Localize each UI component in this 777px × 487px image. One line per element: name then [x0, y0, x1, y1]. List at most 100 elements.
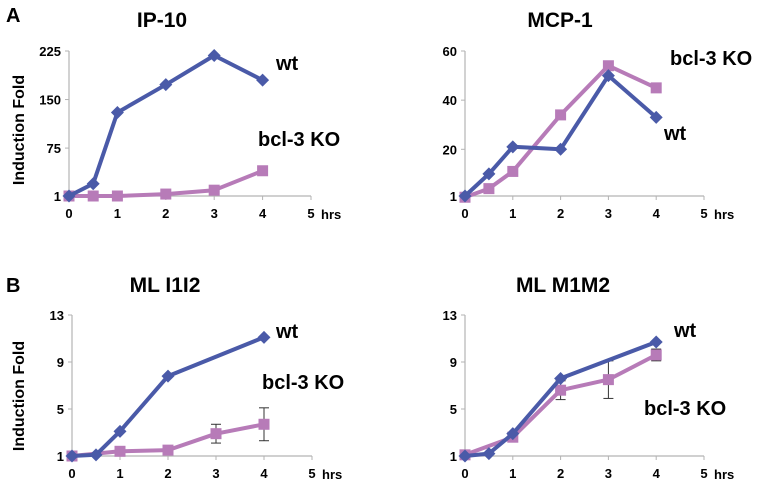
x-unit-label: hrs	[322, 467, 342, 482]
x-unit-label: hrs	[714, 207, 734, 222]
data-point-diamond	[649, 335, 663, 349]
x-tick-label: 3	[605, 466, 612, 481]
x-tick-label: 5	[308, 466, 315, 481]
x-tick-label: 1	[509, 206, 516, 221]
y-tick-label: 13	[443, 308, 457, 323]
data-point-diamond	[159, 78, 173, 92]
x-tick-label: 0	[68, 466, 75, 481]
y-tick-label: 5	[57, 402, 64, 417]
data-point-diamond	[257, 330, 271, 344]
y-tick-label: 5	[450, 402, 457, 417]
chart-title: ML M1M2	[516, 274, 610, 297]
data-point-square	[258, 418, 270, 430]
data-point-square	[602, 374, 614, 386]
data-point-square	[650, 349, 662, 361]
x-tick-label: 2	[164, 466, 171, 481]
chart-title: MCP-1	[527, 9, 593, 32]
panel-letter-b: B	[6, 275, 20, 297]
series-label-wt: wt	[275, 321, 299, 343]
data-point-square	[555, 109, 567, 121]
data-point-diamond	[458, 189, 472, 203]
x-tick-label: 3	[212, 466, 219, 481]
series-line-bcl3-ko	[464, 353, 658, 457]
data-point-square	[210, 428, 222, 440]
x-tick-label: 1	[116, 466, 123, 481]
y-tick-label: 13	[50, 308, 64, 323]
y-tick-label: 1	[450, 189, 457, 204]
x-tick-label: 0	[65, 206, 72, 221]
x-tick-label: 4	[260, 466, 268, 481]
x-tick-label: 5	[700, 206, 707, 221]
x-unit-label: hrs	[321, 207, 341, 222]
data-point-diamond	[62, 189, 76, 203]
y-tick-label: 20	[443, 142, 457, 157]
x-tick-label: 5	[700, 466, 707, 481]
x-tick-label: 2	[162, 206, 169, 221]
y-axis-label: Induction Fold	[11, 75, 28, 185]
series-line-wt	[71, 335, 265, 458]
y-tick-label: 1	[54, 189, 61, 204]
x-tick-label: 1	[509, 466, 516, 481]
data-point-diamond	[113, 424, 127, 438]
series-label-wt: wt	[673, 320, 697, 342]
y-tick-label: 9	[57, 355, 64, 370]
x-tick-label: 0	[461, 466, 468, 481]
data-point-square	[602, 60, 614, 72]
chart-title: IP-10	[137, 9, 187, 32]
series-label-bcl3-ko: bcl-3 KO	[258, 129, 340, 151]
series-label-bcl3-ko: bcl-3 KO	[670, 48, 752, 70]
chart-title: ML I1I2	[130, 274, 201, 297]
data-point-square	[114, 445, 126, 457]
series-label-wt: wt	[663, 123, 687, 145]
series-label-bcl3-ko: bcl-3 KO	[644, 398, 726, 420]
data-point-diamond	[110, 105, 124, 119]
y-tick-label: 9	[450, 355, 457, 370]
x-tick-label: 3	[211, 206, 218, 221]
data-point-square	[208, 184, 220, 196]
x-tick-label: 4	[653, 466, 661, 481]
data-point-diamond	[65, 449, 79, 463]
data-point-diamond	[207, 49, 221, 63]
panel-letter-a: A	[6, 5, 20, 27]
data-point-diamond	[458, 449, 472, 463]
x-tick-label: 1	[114, 206, 121, 221]
data-point-square	[160, 188, 172, 200]
series-line-bcl3-ko	[464, 63, 658, 200]
data-point-diamond	[554, 142, 568, 156]
data-point-diamond	[482, 167, 496, 181]
data-point-square	[257, 165, 269, 177]
data-point-square	[483, 183, 495, 195]
data-point-diamond	[89, 448, 103, 462]
y-tick-label: 225	[39, 44, 61, 59]
data-point-square	[162, 444, 174, 456]
data-point-square	[87, 190, 99, 202]
x-unit-label: hrs	[714, 467, 734, 482]
data-point-square	[507, 165, 519, 177]
y-tick-label: 1	[57, 449, 64, 464]
series-label-wt: wt	[275, 53, 299, 75]
data-point-diamond	[554, 371, 568, 385]
x-tick-label: 4	[259, 206, 267, 221]
series-label-bcl3-ko: bcl-3 KO	[262, 372, 344, 394]
x-tick-label: 0	[461, 206, 468, 221]
data-point-diamond	[256, 73, 270, 87]
data-point-diamond	[506, 140, 520, 154]
data-point-diamond	[86, 177, 100, 191]
y-tick-label: 40	[443, 93, 457, 108]
data-point-square	[650, 82, 662, 94]
y-tick-label: 60	[443, 44, 457, 59]
x-tick-label: 2	[557, 466, 564, 481]
data-point-diamond	[506, 427, 520, 441]
x-tick-label: 5	[307, 206, 314, 221]
x-tick-label: 3	[605, 206, 612, 221]
data-point-square	[555, 384, 567, 396]
y-tick-label: 75	[47, 141, 61, 156]
series-line-wt	[463, 73, 658, 198]
series-line-wt	[68, 53, 264, 198]
